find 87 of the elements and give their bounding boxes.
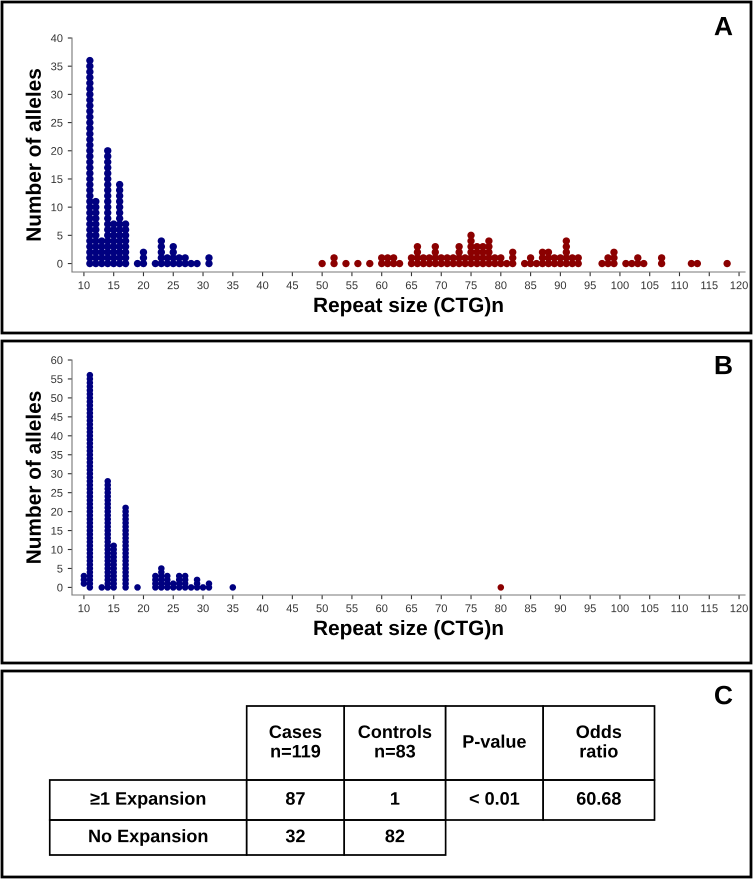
x-tick-label: 10	[78, 281, 90, 290]
y-tick-label: 10	[51, 203, 63, 212]
x-tick-label: 30	[197, 604, 209, 612]
x-tick-label: 35	[227, 281, 239, 290]
category-label: Odds ratio	[576, 724, 622, 758]
x-axis-title: Repeat size (CTG)n	[314, 620, 503, 640]
y-tick-label: 30	[51, 470, 63, 478]
text: 82	[385, 830, 404, 842]
y-tick-label: 0	[57, 260, 63, 268]
category-label: P-value	[463, 734, 526, 748]
x-tick-label: 100	[612, 281, 629, 290]
y-tick-label: 5	[57, 232, 63, 240]
text: 60.68	[576, 792, 621, 805]
y-tick-label: 35	[51, 451, 63, 459]
y-axis-title: Number of alleles	[26, 392, 41, 563]
x-tick-label: 25	[168, 281, 179, 290]
y-tick-label: 15	[51, 526, 63, 535]
x-tick-label: 100	[612, 604, 629, 612]
x-tick-label: 15	[108, 604, 120, 612]
x-tick-label: 120	[730, 604, 748, 612]
x-tick-label: 115	[701, 281, 718, 290]
x-tick-label: 110	[671, 604, 688, 612]
y-tick-label: 5	[57, 564, 63, 573]
y-axis-title: Number of alleles	[26, 69, 41, 240]
x-tick-label: 20	[138, 281, 150, 290]
category-label: ≥1 Expansion	[90, 792, 206, 808]
x-tick-label: 70	[436, 281, 447, 290]
text: < 0.01	[470, 792, 520, 805]
x-tick-label: 50	[316, 281, 328, 290]
x-tick-label: 45	[286, 604, 298, 612]
x-tick-label: 35	[227, 604, 239, 612]
y-tick-label: 20	[51, 147, 63, 155]
y-tick-label: 60	[51, 356, 63, 364]
x-tick-label: 95	[584, 281, 596, 290]
x-tick-label: 40	[256, 281, 268, 290]
x-tick-label: 10	[78, 604, 90, 612]
x-tick-label: 15	[108, 281, 120, 290]
x-tick-label: 50	[316, 604, 328, 612]
y-tick-label: 40	[50, 432, 63, 440]
x-tick-label: 70	[436, 604, 447, 612]
x-tick-label: 55	[346, 604, 358, 612]
category-label: No Expansion	[89, 829, 208, 846]
x-tick-label: 80	[495, 281, 507, 290]
x-tick-label: 55	[346, 281, 358, 290]
x-tick-label: 65	[406, 281, 418, 290]
y-tick-label: 0	[57, 584, 63, 592]
y-tick-label: 25	[51, 118, 63, 127]
text: A	[714, 16, 732, 36]
x-tick-label: 85	[524, 281, 536, 290]
x-tick-label: 80	[495, 604, 507, 612]
category-label: Controls n=83	[358, 724, 432, 758]
y-tick-label: 45	[50, 413, 63, 421]
x-tick-label: 65	[406, 604, 418, 612]
y-tick-label: 25	[51, 488, 63, 497]
x-tick-label: 115	[701, 604, 718, 612]
x-tick-label: 30	[197, 281, 209, 290]
x-tick-label: 60	[376, 604, 388, 612]
annotation: B	[716, 356, 732, 374]
x-tick-label: 120	[730, 281, 748, 290]
y-tick-label: 20	[51, 508, 63, 516]
x-tick-label: 95	[584, 604, 596, 612]
x-tick-label: 25	[168, 604, 179, 612]
x-tick-label: 75	[465, 604, 477, 612]
text: 87	[286, 792, 305, 805]
text: 1	[391, 792, 400, 805]
text: C	[715, 686, 732, 704]
x-tick-label: 20	[138, 604, 150, 612]
x-tick-label: 75	[465, 281, 477, 290]
text: 32	[286, 830, 305, 842]
y-tick-label: 50	[51, 394, 63, 402]
x-tick-label: 110	[671, 281, 688, 290]
y-tick-label: 35	[51, 62, 63, 70]
x-tick-label: 90	[554, 281, 566, 290]
x-tick-label: 85	[524, 604, 536, 612]
x-tick-label: 45	[286, 281, 298, 290]
y-tick-label: 30	[51, 90, 63, 99]
y-tick-label: 15	[51, 175, 63, 184]
y-tick-label: 55	[51, 375, 63, 384]
x-tick-label: 90	[554, 604, 566, 612]
category-label: Cases n=119	[270, 725, 322, 758]
y-tick-label: 40	[50, 34, 63, 42]
x-tick-label: 105	[641, 604, 659, 612]
x-tick-label: 105	[641, 281, 659, 290]
x-tick-label: 40	[256, 604, 268, 612]
x-axis-title: Repeat size (CTG)n	[314, 296, 503, 316]
x-tick-label: 60	[376, 281, 388, 290]
y-tick-label: 10	[51, 546, 63, 554]
